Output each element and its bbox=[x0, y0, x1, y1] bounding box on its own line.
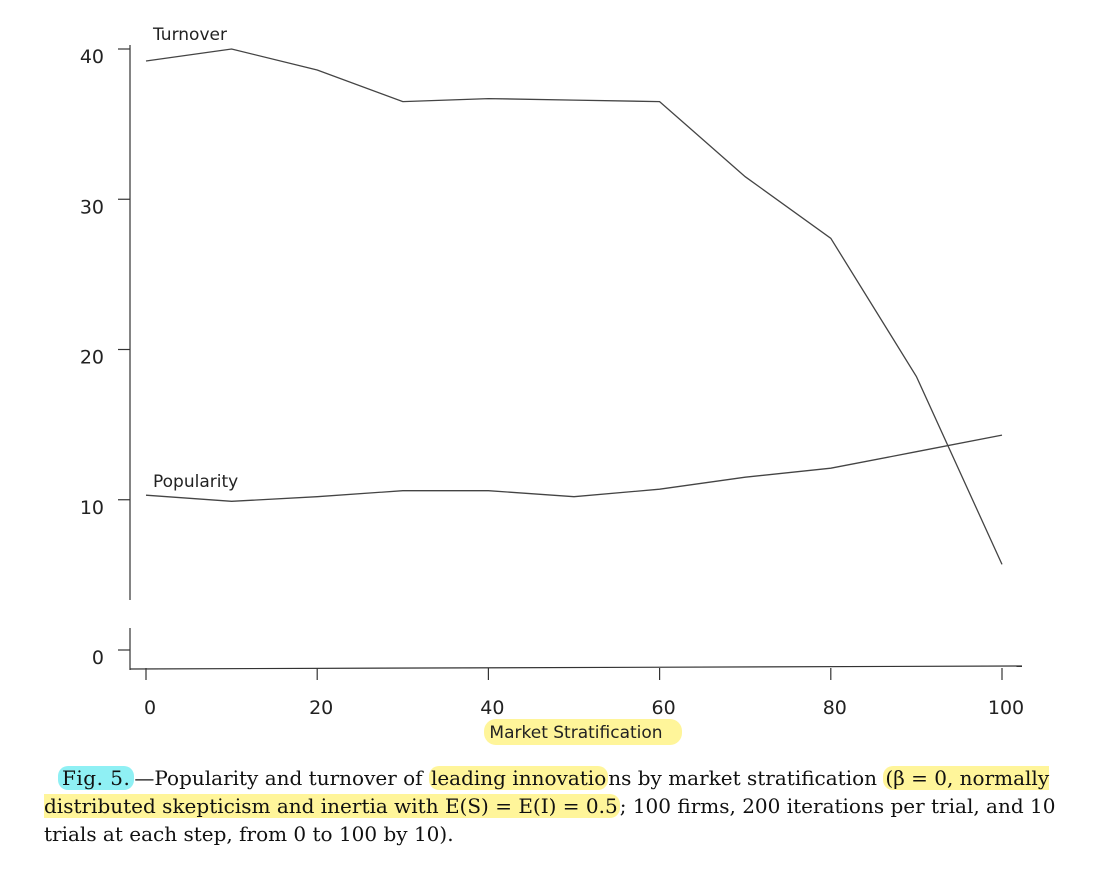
x-tick-label: 20 bbox=[309, 697, 333, 719]
y-axis-ticks: 0 10 20 30 40 bbox=[80, 46, 130, 669]
series-label-popularity: Popularity bbox=[153, 472, 238, 492]
figure-label: Fig. 5. bbox=[58, 766, 135, 790]
x-axis-title-highlight bbox=[484, 719, 682, 745]
caption-text-before: Popularity and turnover of bbox=[154, 766, 429, 790]
series-group: Turnover Popularity bbox=[145, 25, 1003, 565]
x-tick-label: 0 bbox=[144, 697, 156, 719]
line-chart: 0 10 20 30 40 0 20 40 60 80 100 Market Stratifica… bbox=[80, 25, 1024, 745]
x-axis-title: Market Stratification bbox=[489, 723, 662, 743]
x-tick-label: 60 bbox=[652, 697, 676, 719]
y-tick-label: 40 bbox=[80, 46, 104, 68]
figure-caption: Fig. 5. —Popularity and turnover of leadi… bbox=[44, 764, 1064, 848]
x-tick-label: 100 bbox=[988, 697, 1024, 719]
caption-dash: — bbox=[134, 766, 155, 790]
x-axis-ticks: 0 20 40 60 80 100 bbox=[144, 668, 1024, 719]
y-tick-label: 30 bbox=[80, 196, 104, 218]
y-tick-label: 0 bbox=[92, 647, 104, 669]
x-axis-line bbox=[129, 665, 1023, 670]
series-line-popularity bbox=[145, 434, 1003, 502]
y-tick-label: 10 bbox=[80, 497, 104, 519]
series-line-turnover bbox=[145, 48, 1003, 565]
y-tick-label: 20 bbox=[80, 347, 104, 369]
caption-highlight-1: leading innovatio bbox=[428, 766, 609, 790]
x-tick-label: 80 bbox=[823, 697, 847, 719]
x-tick-label: 40 bbox=[480, 697, 504, 719]
caption-text-after: ; 100 firms, 200 iterations per trial, a… bbox=[44, 794, 1056, 846]
series-label-turnover: Turnover bbox=[152, 25, 227, 45]
caption-text-mid: ns by market stratification bbox=[608, 766, 884, 790]
